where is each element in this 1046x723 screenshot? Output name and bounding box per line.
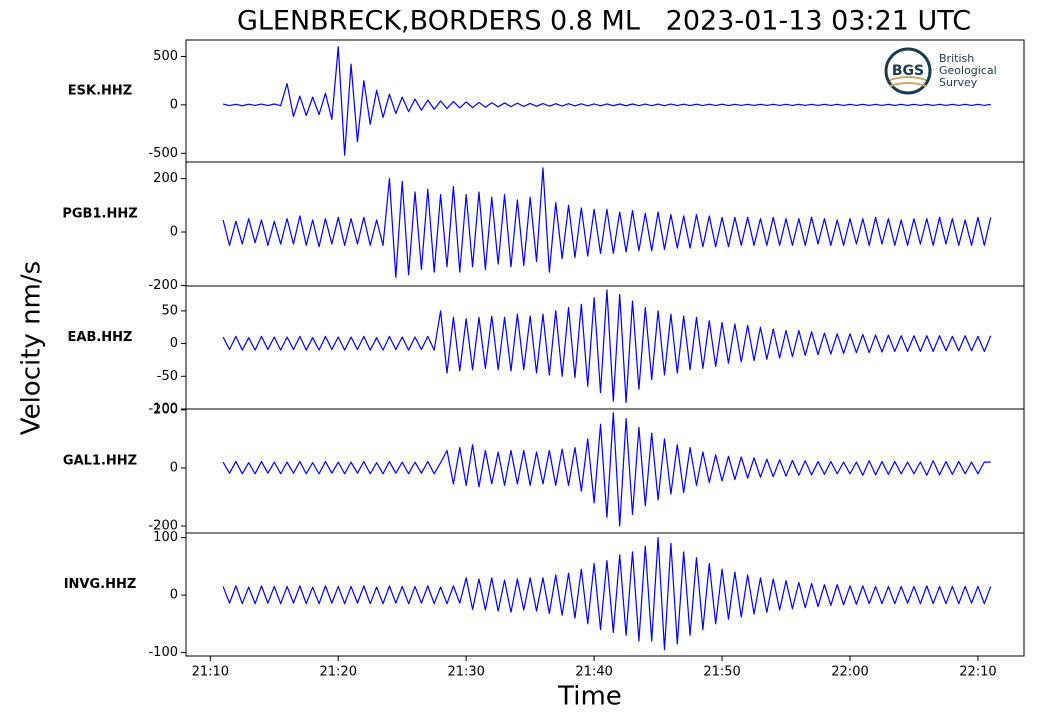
y-tick-label: 100 (153, 530, 178, 545)
logo-text: Geological (939, 64, 997, 77)
panel-label: PGB1.HHZ (62, 207, 137, 222)
y-tick-label: 0 (170, 225, 178, 240)
y-tick-label: 0 (170, 460, 178, 475)
panel-frame (185, 285, 1025, 410)
panel-frame (185, 532, 1025, 657)
trace (222, 46, 991, 156)
logo-ring (884, 47, 932, 95)
y-tick-label: 50 (161, 303, 178, 318)
trace (222, 537, 992, 651)
panel-label: GAL1.HHZ (63, 454, 137, 469)
x-tick-label: 21:40 (575, 665, 612, 680)
trace (222, 412, 991, 527)
y-tick-label: 500 (153, 49, 178, 64)
y-tick-label: -200 (148, 278, 178, 293)
y-tick-label: 200 (153, 171, 178, 186)
panel-label: EAB.HHZ (68, 330, 133, 345)
logo-text: British (939, 52, 974, 65)
x-axis-label: Time (557, 682, 622, 712)
y-tick-label: 0 (170, 336, 178, 351)
x-tick-label: 21:30 (447, 665, 484, 680)
panel-frame (185, 408, 1025, 534)
x-tick-label: 21:10 (192, 665, 229, 680)
logo-abbr: BGS (892, 63, 924, 79)
logo: BGS British Geological Survey (884, 47, 997, 95)
panel-label: INVG.HHZ (64, 577, 137, 592)
logo-waves (889, 76, 927, 87)
y-tick-label: -500 (148, 146, 178, 161)
y-tick-label: 0 (170, 588, 178, 603)
y-tick-label: 0 (170, 97, 178, 112)
y-tick-label: -100 (148, 402, 178, 417)
trace (222, 289, 992, 404)
x-tick-label: 22:10 (959, 665, 996, 680)
x-tick-label: 21:20 (320, 665, 357, 680)
y-tick-label: -200 (148, 519, 178, 534)
y-tick-label: -50 (157, 369, 178, 384)
y-tick-label: 200 (153, 402, 178, 417)
y-axis-label: Velocity nm/s (17, 261, 47, 435)
panel-label: ESK.HHZ (68, 84, 132, 99)
x-tick-label: 21:50 (703, 665, 740, 680)
x-tick-label: 22:00 (831, 665, 868, 680)
y-tick-label: -100 (148, 645, 178, 660)
trace (222, 167, 992, 279)
chart-title: GLENBRECK,BORDERS 0.8 ML 2023-01-13 03:2… (237, 6, 971, 37)
logo-text: Survey (939, 76, 978, 89)
